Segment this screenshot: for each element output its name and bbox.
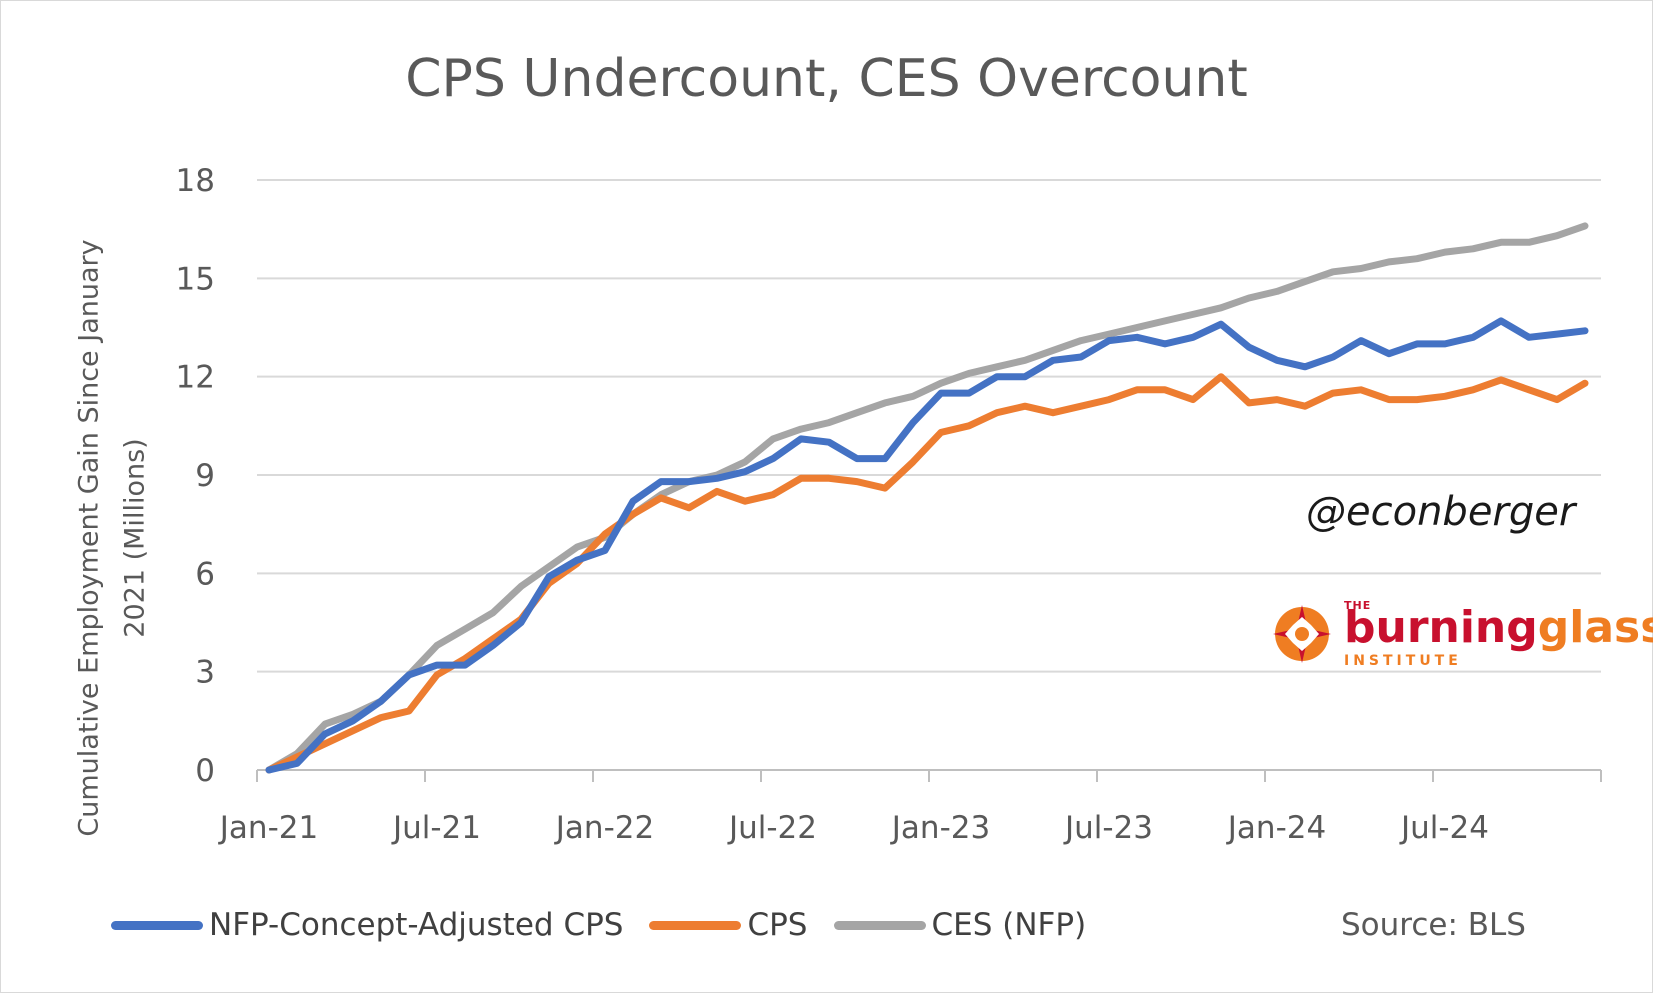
author-watermark: @econberger <box>1306 489 1576 535</box>
series-line-cps <box>265 373 1589 774</box>
chart-title: CPS Undercount, CES Overcount <box>405 49 1248 109</box>
x-tick-label-Jan-24: Jan-24 <box>1226 810 1326 846</box>
legend-swatch-adjusted-cps <box>111 920 203 930</box>
legend-item-ces: CES (NFP) <box>833 907 1087 943</box>
legend-label-ces: CES (NFP) <box>931 907 1087 943</box>
x-tick-label-Jan-23: Jan-23 <box>890 810 990 846</box>
y-tick-label-15: 15 <box>176 261 215 297</box>
chart-legend: NFP-Concept-Adjusted CPS CPS CES (NFP) <box>111 903 1112 947</box>
logo-institute-text: INSTITUTE <box>1344 653 1462 669</box>
logo-wordmark: burningglass <box>1344 603 1653 653</box>
x-tick-label-Jan-22: Jan-22 <box>554 810 654 846</box>
x-tick-label-Jan-21: Jan-21 <box>218 810 318 846</box>
logo-word-burning: burning <box>1344 602 1538 653</box>
x-tick-label-Jul-21: Jul-21 <box>391 810 481 846</box>
legend-label-cps: CPS <box>747 907 808 943</box>
logo-word-glass: glass <box>1537 602 1653 653</box>
burning-glass-logo: THE burningglass INSTITUTE <box>1271 599 1653 669</box>
y-tick-label-6: 6 <box>195 556 215 592</box>
logo-the-text: THE <box>1344 599 1372 612</box>
legend-swatch-cps <box>649 920 742 930</box>
y-tick-label-9: 9 <box>195 458 215 494</box>
x-tick-label-Jul-23: Jul-23 <box>1063 810 1153 846</box>
y-tick-label-18: 18 <box>176 163 215 199</box>
series-line-ces-nfp- <box>265 222 1589 774</box>
x-tick-label-Jul-22: Jul-22 <box>727 810 817 846</box>
legend-item-cps: CPS <box>649 907 808 943</box>
legend-swatch-ces <box>833 920 926 930</box>
y-tick-label-3: 3 <box>195 655 215 691</box>
legend-label-adjusted-cps: NFP-Concept-Adjusted CPS <box>209 907 624 943</box>
y-tick-label-0: 0 <box>195 753 215 789</box>
y-tick-label-12: 12 <box>176 360 215 396</box>
series-line-nfp-concept-adjusted-cps <box>265 317 1589 774</box>
compass-star-icon <box>1273 605 1331 663</box>
legend-item-adjusted-cps: NFP-Concept-Adjusted CPS <box>111 907 623 943</box>
source-note: Source: BLS <box>1341 907 1526 943</box>
x-tick-label-Jul-24: Jul-24 <box>1399 810 1489 846</box>
